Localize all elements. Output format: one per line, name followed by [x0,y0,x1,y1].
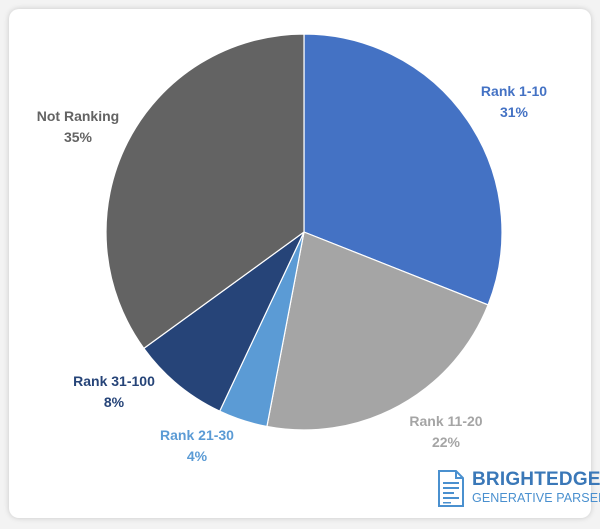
slice-label-rank-11-20: Rank 11-20 22% [409,413,482,450]
slice-label-name: Not Ranking [37,108,119,124]
slice-label-name: Rank 21-30 [160,427,234,443]
pie-slice-rank-1-10 [303,33,503,306]
slice-label-percent: 35% [64,129,93,145]
document-parser-icon [438,470,464,507]
slice-label-name: Rank 31-100 [73,373,155,389]
brightedge-logo: BRIGHTEDGE GENERATIVE PARSERTM [436,468,600,512]
logo-subtitle-text: GENERATIVE PARSER [472,491,600,505]
slice-label-percent: 8% [104,394,125,410]
pie-slice-rank-11-20 [266,231,489,431]
slice-labels: Rank 1-10 31%Rank 11-20 22%Rank 21-30 4%Ran… [37,83,548,464]
logo-name: BRIGHTEDGE [472,469,600,490]
slice-label-percent: 22% [432,434,461,450]
slice-label-percent: 31% [500,104,529,120]
pie-slice-rank-31-100 [142,231,305,412]
slice-label-name: Rank 11-20 [409,413,482,429]
slice-label-rank-31-100: Rank 31-100 8% [73,373,155,410]
slice-label-not-ranking: Not Ranking 35% [37,108,119,145]
pie-slices [105,33,503,431]
slice-label-percent: 4% [187,448,208,464]
slice-label-rank-21-30: Rank 21-30 4% [160,427,234,464]
slice-label-name: Rank 1-10 [481,83,547,99]
slice-label-rank-1-10: Rank 1-10 31% [481,83,547,120]
pie-slice-not-ranking [105,33,305,350]
logo-subtitle: GENERATIVE PARSERTM [472,491,600,505]
